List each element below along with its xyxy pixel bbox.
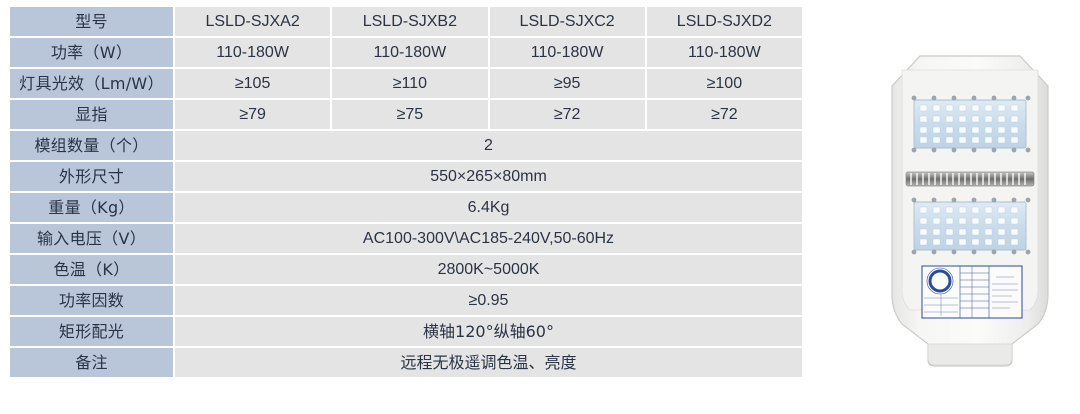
table-row: 色温（K） 2800K~5000K: [10, 255, 802, 284]
table-row: 型号 LSLD-SJXA2 LSLD-SJXB2 LSLD-SJXC2 LSLD…: [10, 7, 802, 36]
cell-model-c: LSLD-SJXC2: [489, 7, 645, 36]
row-label-power: 功率（W）: [10, 38, 173, 67]
table-row: 矩形配光 横轴120°纵轴60°: [10, 317, 802, 346]
cell-remarks: 远程无极遥调色温、亮度: [175, 348, 802, 377]
led-street-light-icon: [891, 55, 1049, 367]
mounting-bracket: [927, 343, 1013, 366]
row-label-power-factor: 功率因数: [10, 286, 173, 315]
row-label-efficacy: 灯具光效（Lm/W）: [10, 69, 173, 98]
row-label-remarks: 备注: [10, 348, 173, 377]
cell-dimensions: 550×265×80mm: [175, 162, 802, 191]
cell-weight: 6.4Kg: [175, 193, 802, 222]
led-chips-upper: [919, 104, 1019, 144]
cell-efficacy-b: ≥110: [332, 69, 488, 98]
cell-model-b: LSLD-SJXB2: [332, 7, 488, 36]
row-label-input-voltage: 输入电压（V）: [10, 224, 173, 253]
panel-screws-lower: [911, 197, 1031, 255]
table-row: 显指 ≥79 ≥75 ≥72 ≥72: [10, 100, 802, 129]
panel-screws-upper: [911, 95, 1031, 153]
cell-power-c: 110-180W: [489, 38, 645, 67]
row-label-dimensions: 外形尺寸: [10, 162, 173, 191]
row-label-beam-distribution: 矩形配光: [10, 317, 173, 346]
table-row: 灯具光效（Lm/W） ≥105 ≥110 ≥95 ≥100: [10, 69, 802, 98]
cell-efficacy-c: ≥95: [489, 69, 645, 98]
row-label-weight: 重量（Kg）: [10, 193, 173, 222]
table-row: 输入电压（V） AC100-300V\AC185-240V,50-60Hz: [10, 224, 802, 253]
table-row: 重量（Kg） 6.4Kg: [10, 193, 802, 222]
table-row: 模组数量（个） 2: [10, 131, 802, 160]
cell-power-b: 110-180W: [332, 38, 488, 67]
led-panel-lower: [913, 201, 1027, 251]
row-label-color-temperature: 色温（K）: [10, 255, 173, 284]
certification-label: [921, 265, 1023, 319]
cell-cri-b: ≥75: [332, 100, 488, 129]
specification-table: 型号 LSLD-SJXA2 LSLD-SJXB2 LSLD-SJXC2 LSLD…: [8, 5, 804, 379]
led-panel-upper: [913, 99, 1027, 149]
cell-color-temperature: 2800K~5000K: [175, 255, 802, 284]
product-photo: [862, 44, 1078, 374]
cell-beam-distribution: 横轴120°纵轴60°: [175, 317, 802, 346]
row-label-model: 型号: [10, 7, 173, 36]
table-row: 功率（W） 110-180W 110-180W 110-180W 110-180…: [10, 38, 802, 67]
led-chips-lower: [919, 206, 1019, 246]
cell-power-d: 110-180W: [646, 38, 802, 67]
cell-cri-c: ≥72: [489, 100, 645, 129]
table-row: 外形尺寸 550×265×80mm: [10, 162, 802, 191]
heat-sink-fins: [905, 171, 1035, 187]
table-row: 功率因数 ≥0.95: [10, 286, 802, 315]
table-body: 型号 LSLD-SJXA2 LSLD-SJXB2 LSLD-SJXC2 LSLD…: [10, 7, 802, 377]
cell-cri-d: ≥72: [646, 100, 802, 129]
row-label-module-count: 模组数量（个）: [10, 131, 173, 160]
cell-efficacy-a: ≥105: [175, 69, 331, 98]
table-row: 备注 远程无极遥调色温、亮度: [10, 348, 802, 377]
cell-power-factor: ≥0.95: [175, 286, 802, 315]
fin-lines: [910, 173, 1026, 185]
cell-module-count: 2: [175, 131, 802, 160]
cell-model-d: LSLD-SJXD2: [646, 7, 802, 36]
cell-cri-a: ≥79: [175, 100, 331, 129]
cell-efficacy-d: ≥100: [646, 69, 802, 98]
row-label-cri: 显指: [10, 100, 173, 129]
cell-power-a: 110-180W: [175, 38, 331, 67]
cell-input-voltage: AC100-300V\AC185-240V,50-60Hz: [175, 224, 802, 253]
cell-model-a: LSLD-SJXA2: [175, 7, 331, 36]
